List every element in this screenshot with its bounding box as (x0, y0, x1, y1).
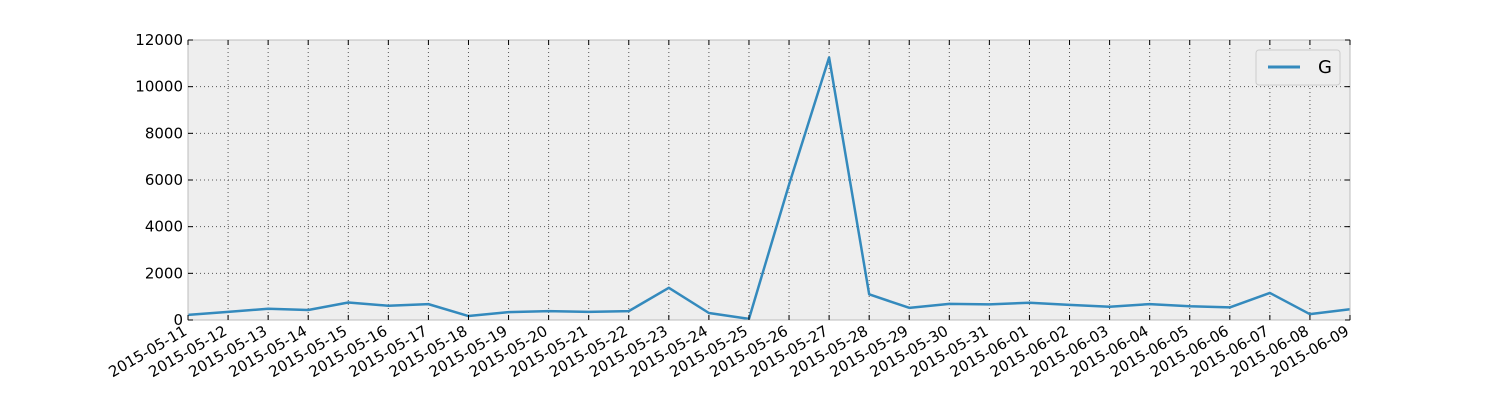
y-tick-label: 12000 (135, 31, 183, 49)
y-tick-label: 2000 (145, 264, 183, 282)
legend: G (1256, 50, 1340, 85)
y-tick-label: 8000 (145, 124, 183, 142)
y-tick-label: 4000 (145, 218, 183, 236)
y-tick-label: 10000 (135, 78, 183, 96)
x-tick-labels: 2015-05-112015-05-122015-05-132015-05-14… (105, 322, 1352, 381)
legend-label-g: G (1318, 57, 1332, 78)
y-tick-label: 6000 (145, 171, 183, 189)
